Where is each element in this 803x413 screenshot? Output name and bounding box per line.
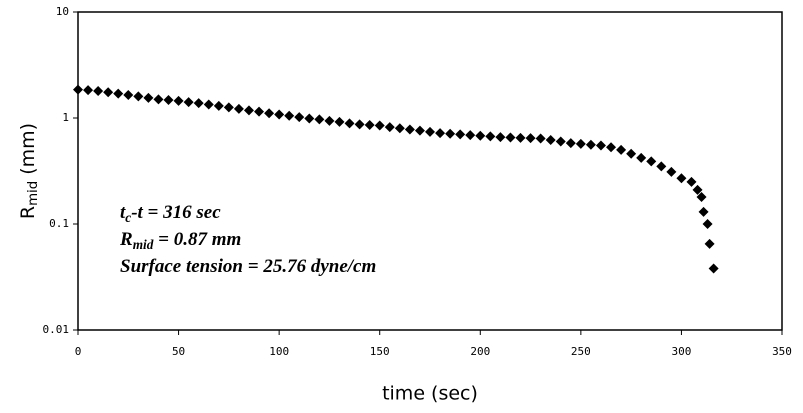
point [414, 125, 425, 136]
y-axis-title-sub: mid [26, 181, 41, 206]
x-tick-label: 200 [470, 345, 490, 358]
point [364, 119, 375, 130]
point [123, 89, 134, 100]
x-tick-label: 350 [772, 345, 792, 358]
point [324, 115, 335, 126]
annotation-base: Surface tension = 25.76 dyne/cm [120, 256, 376, 277]
point [153, 94, 164, 105]
y-axis-title: Rmid (mm) [17, 123, 42, 219]
y-axis-title-base: R [17, 206, 39, 219]
point [636, 152, 647, 163]
point [676, 173, 687, 184]
point [425, 126, 435, 137]
annotation-base: t [120, 202, 126, 223]
annotation: Rmid = 0.87 mm [119, 229, 241, 252]
point [143, 92, 154, 103]
y-tick-label: 0.1 [49, 217, 69, 230]
point [696, 191, 707, 202]
annotation-sub: mid [133, 237, 154, 252]
annotation-rest: -t = 316 sec [131, 202, 221, 223]
point [692, 184, 703, 195]
point [314, 114, 325, 125]
point [404, 124, 415, 135]
point [344, 118, 355, 129]
point [646, 156, 657, 167]
point [666, 166, 677, 177]
x-tick-label: 250 [571, 345, 591, 358]
point [213, 100, 224, 111]
point [243, 105, 254, 116]
x-tick-label: 100 [269, 345, 289, 358]
point [133, 91, 144, 102]
point [435, 128, 446, 139]
point [203, 99, 214, 110]
x-axis-title: time (sec) [382, 383, 478, 405]
point [525, 133, 536, 144]
point [334, 116, 345, 127]
point [103, 87, 114, 98]
point [374, 120, 385, 131]
plot-frame [77, 11, 783, 331]
point [233, 103, 244, 114]
y-tick-label: 1 [62, 111, 69, 124]
point [254, 106, 265, 117]
point [585, 139, 596, 150]
point [93, 85, 104, 96]
point [555, 136, 566, 147]
annotation-sub: c [125, 210, 131, 225]
point [264, 108, 275, 119]
point [606, 142, 617, 153]
point [73, 84, 83, 95]
point [704, 238, 715, 249]
point [505, 132, 516, 143]
point [702, 219, 713, 229]
point [708, 263, 719, 274]
y-tick-label: 10 [56, 5, 69, 18]
y-tick-label: 0.01 [43, 323, 70, 336]
point [384, 122, 395, 133]
point [113, 88, 124, 99]
point [284, 110, 295, 121]
point [294, 112, 305, 123]
point [495, 132, 506, 143]
point [455, 129, 466, 140]
point [223, 102, 234, 113]
point [698, 206, 709, 217]
point [183, 97, 194, 108]
point [616, 144, 627, 155]
point [535, 133, 546, 144]
point [274, 109, 285, 120]
annotation-base: R [119, 229, 133, 250]
point [173, 95, 184, 106]
point [83, 85, 94, 96]
point [485, 131, 496, 142]
point [354, 119, 365, 130]
y-axis-title-rest: (mm) [17, 123, 39, 181]
point [686, 176, 697, 187]
point [445, 128, 456, 139]
annotation: Surface tension = 25.76 dyne/cm [120, 256, 376, 277]
x-tick-label: 150 [370, 345, 390, 358]
annotation: tc-t = 316 sec [120, 202, 221, 225]
point [545, 135, 556, 146]
point [475, 130, 486, 141]
point [394, 123, 405, 134]
point [163, 94, 174, 105]
point [575, 138, 586, 149]
point [515, 132, 526, 143]
point [465, 130, 476, 141]
x-tick-label: 50 [172, 345, 185, 358]
point [595, 140, 606, 151]
point [656, 161, 667, 172]
x-tick-label: 0 [75, 345, 82, 358]
point [626, 148, 637, 159]
point [565, 138, 576, 149]
annotation-rest: = 0.87 mm [153, 229, 241, 250]
point [193, 98, 204, 109]
x-tick-label: 300 [671, 345, 691, 358]
point [304, 113, 315, 124]
